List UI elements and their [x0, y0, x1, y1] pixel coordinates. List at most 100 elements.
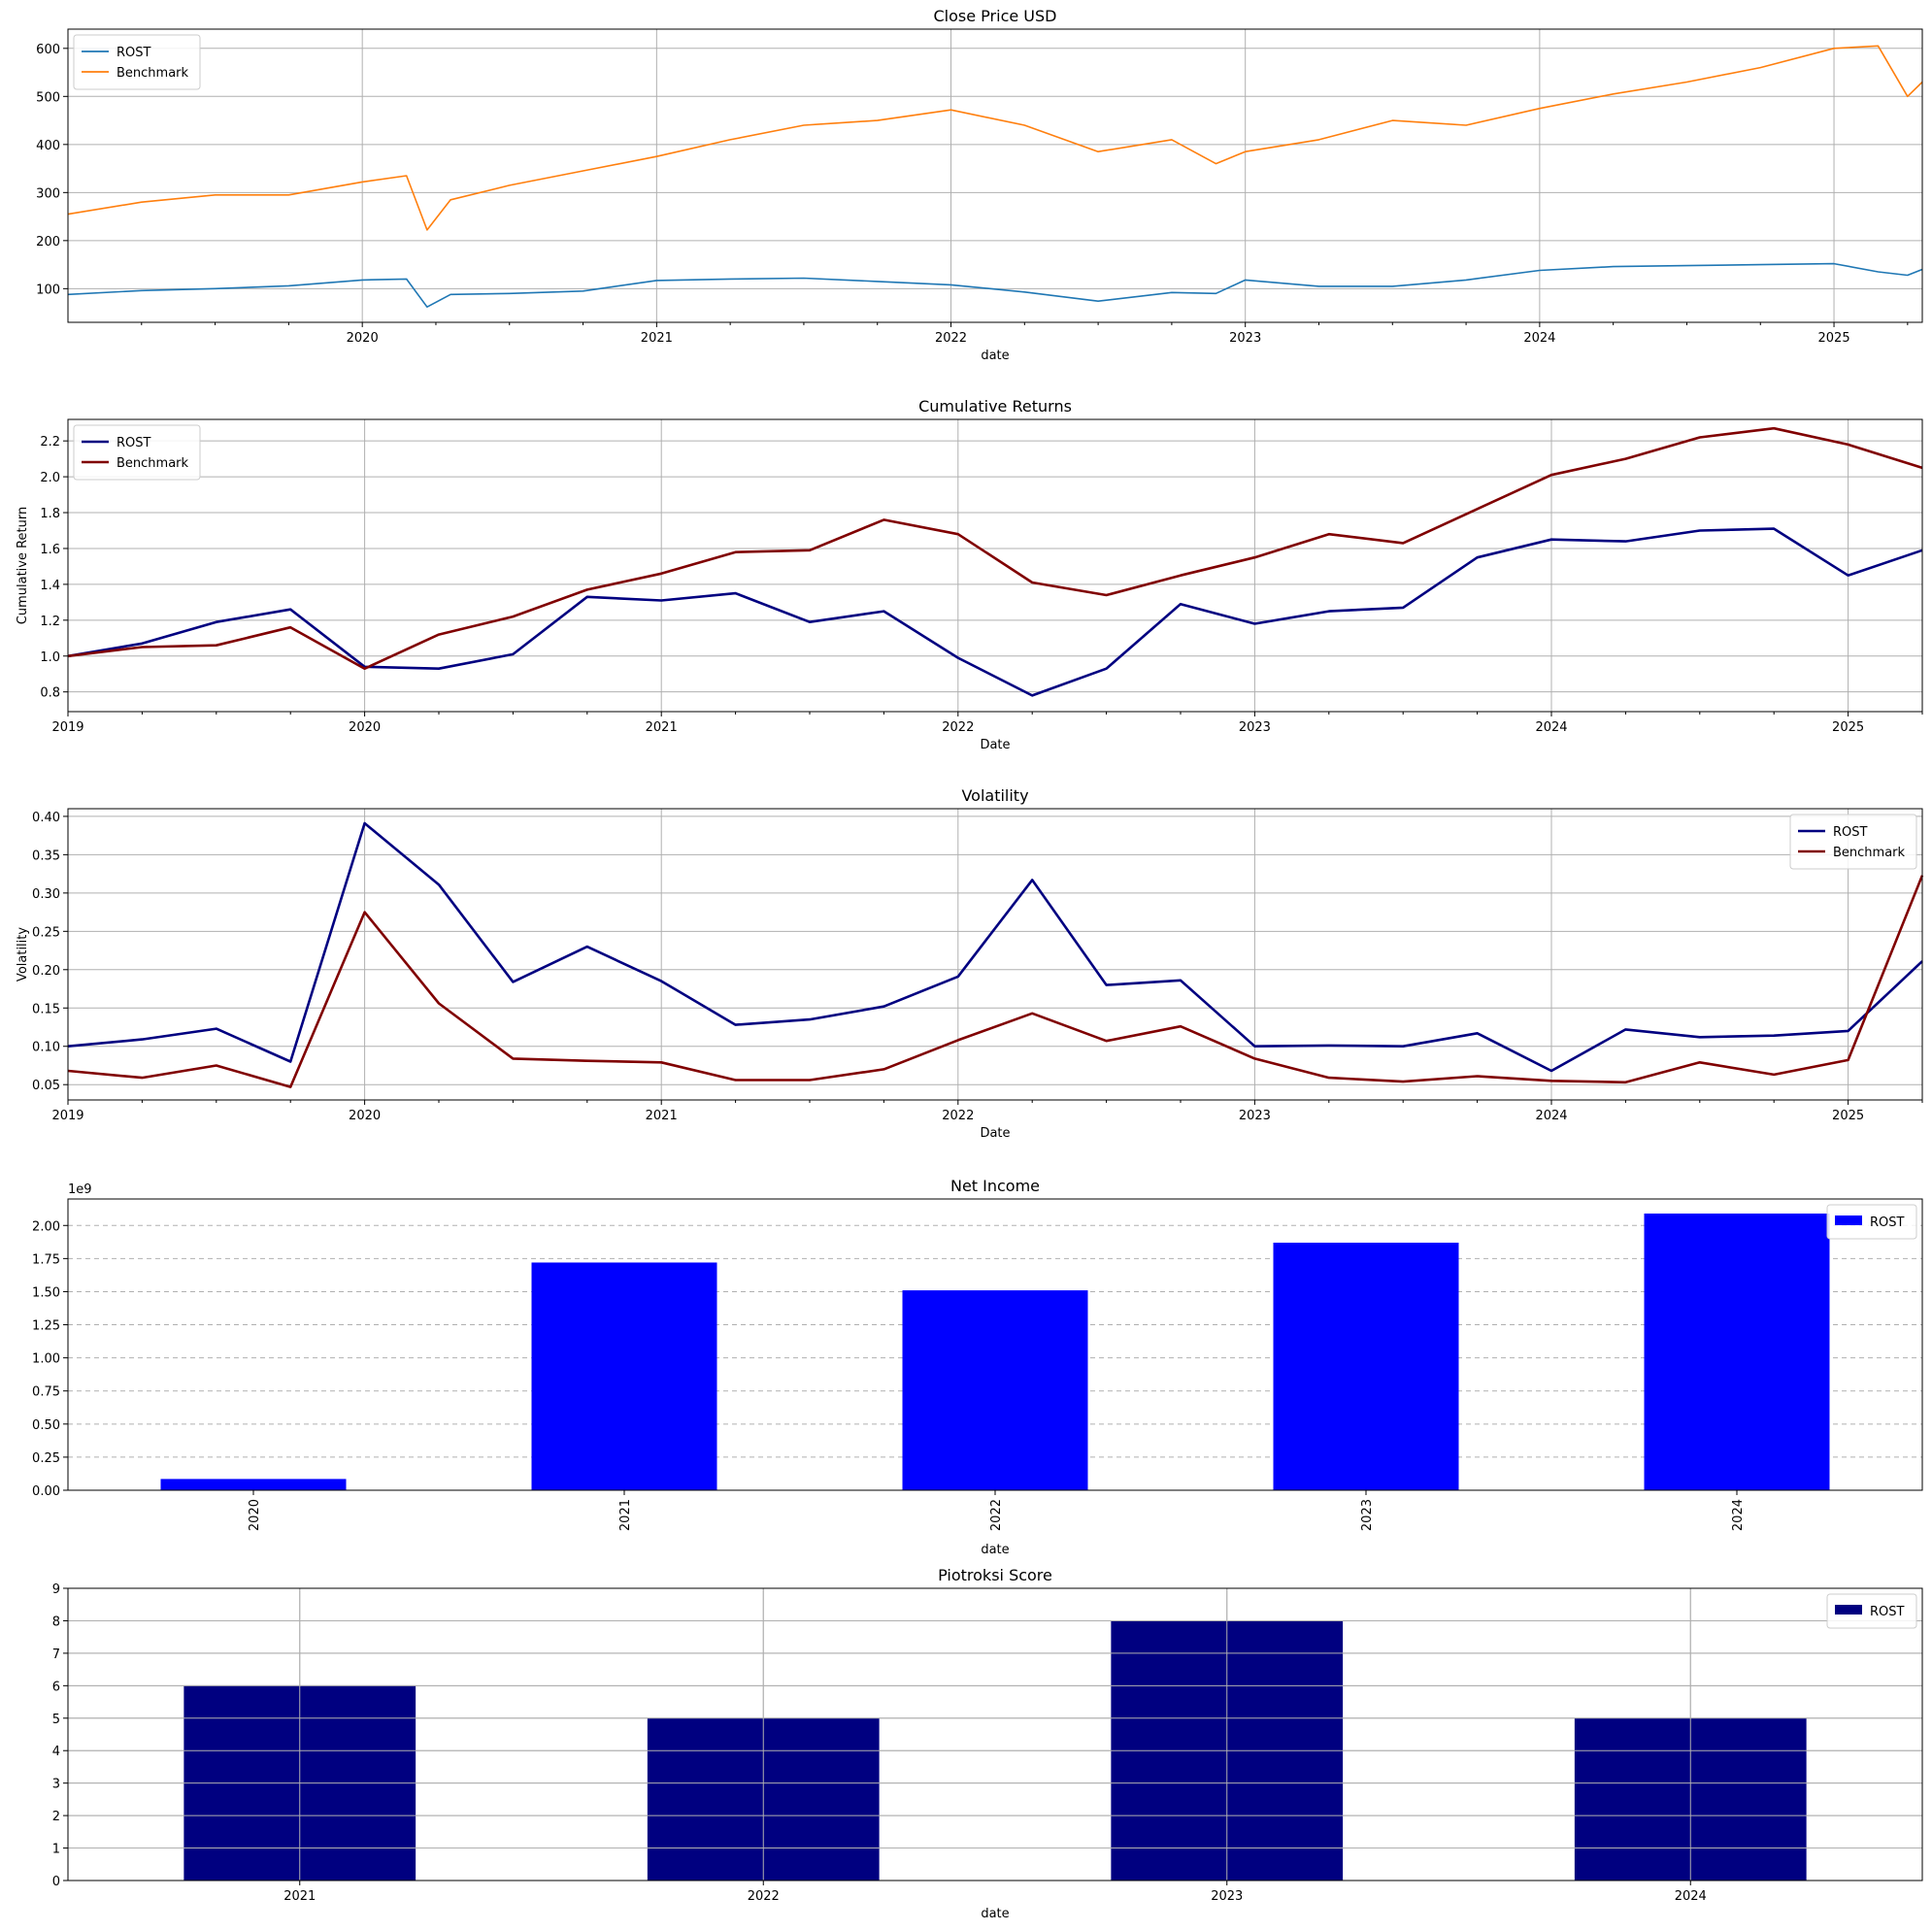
legend-label: ROST — [1870, 1605, 1905, 1619]
y-tick-label: 0.40 — [32, 811, 60, 825]
axes-frame — [67, 1587, 1923, 1881]
y-tick-label: 2 — [52, 1810, 60, 1824]
y-tick-label: 400 — [36, 139, 60, 153]
y-tick-label: 0.30 — [32, 887, 60, 902]
series-line-rost — [67, 262, 1923, 309]
y-tick-label: 0.10 — [32, 1041, 60, 1055]
y-tick-label: 8 — [52, 1615, 60, 1629]
x-tick-label: 2022 — [942, 1109, 974, 1123]
y-axis-label: Volatility — [16, 927, 30, 982]
x-tick-label: 2023 — [1239, 720, 1271, 735]
legend-label: ROST — [117, 46, 151, 60]
y-tick-label: 4 — [52, 1745, 60, 1759]
y-axis-label: Cumulative Return — [16, 507, 30, 624]
x-tick-label: 2020 — [349, 720, 381, 735]
y-tick-label: 1 — [52, 1843, 60, 1857]
y-tick-label: 1.6 — [40, 543, 60, 557]
y-tick-label: 1.8 — [40, 507, 60, 521]
y-tick-label: 5 — [52, 1713, 60, 1727]
y-tick-label: 7 — [52, 1648, 60, 1662]
legend-swatch — [1835, 1605, 1862, 1615]
chart-panel-4: 0.00 0.25 0.50 0.75 1.00 1.25 1.50 1.75 2.00 2020… — [32, 1177, 1923, 1557]
x-tick-label: 2023 — [1239, 1109, 1271, 1123]
legend-label: ROST — [1870, 1215, 1905, 1230]
legend-label: ROST — [1833, 825, 1868, 840]
x-tick-label: 2021 — [618, 1499, 633, 1531]
x-axis-label: Date — [980, 1126, 1010, 1141]
y-tick-label: 1.0 — [40, 650, 60, 665]
x-tick-label: 2022 — [942, 720, 974, 735]
legend-label: ROST — [117, 436, 151, 450]
chart-title: Close Price USD — [934, 7, 1057, 25]
x-tick-label: 2022 — [935, 331, 967, 346]
series-line-benchmark — [67, 426, 1923, 671]
chart-panel-5: 0 1 2 3 4 5 6 7 8 9 2021 2022 2023 2024 Piotroksi Scor… — [52, 1566, 1923, 1921]
legend-box — [1789, 814, 1917, 870]
x-tick-label: 2021 — [646, 720, 678, 735]
chart-panel-3: 0.05 0.10 0.15 0.20 0.25 0.30 0.35 0.40 2019 2020… — [16, 786, 1924, 1141]
legend: ROST — [1826, 1204, 1917, 1240]
y-tick-label: 9 — [52, 1582, 60, 1597]
y-tick-label: 2.00 — [32, 1219, 60, 1234]
y-tick-label: 100 — [36, 283, 60, 297]
y-tick-label: 600 — [36, 43, 60, 57]
x-tick-label: 2022 — [989, 1499, 1004, 1531]
series-line-rost — [67, 527, 1923, 697]
y-tick-label: 1.25 — [32, 1319, 60, 1334]
y-tick-label: 3 — [52, 1778, 60, 1792]
axes-frame — [67, 28, 1923, 323]
x-tick-label: 2023 — [1229, 331, 1261, 346]
x-tick-label: 2019 — [51, 1109, 83, 1123]
chart-title: Net Income — [950, 1177, 1040, 1195]
x-tick-label: 2019 — [51, 720, 83, 735]
y-tick-label: 0.00 — [32, 1484, 60, 1499]
chart-title: Volatility — [961, 786, 1028, 805]
x-axis-label: Date — [980, 738, 1010, 752]
legend-label: Benchmark — [117, 66, 189, 81]
axes-frame — [67, 418, 1923, 713]
legend-label: Benchmark — [117, 456, 189, 471]
y-tick-label: 1.50 — [32, 1285, 60, 1300]
legend-box — [1826, 1204, 1917, 1240]
x-axis-label: date — [981, 349, 1009, 363]
series-line-benchmark — [67, 875, 1924, 1088]
y-tick-label: 1.2 — [40, 615, 60, 629]
x-tick-label: 2025 — [1818, 331, 1850, 346]
y-tick-label: 0.15 — [32, 1002, 60, 1016]
series-line-benchmark — [67, 45, 1923, 231]
bar-2023 — [1273, 1243, 1459, 1490]
axes-frame — [67, 808, 1923, 1101]
legend: ROST — [1826, 1593, 1917, 1629]
y-tick-label: 0.50 — [32, 1418, 60, 1433]
series-line-rost — [67, 821, 1923, 1073]
y-tick-label: 1.4 — [40, 579, 60, 593]
x-tick-label: 2020 — [347, 331, 379, 346]
bar-2020 — [160, 1479, 347, 1490]
x-tick-label: 2024 — [1675, 1889, 1707, 1904]
x-tick-label: 2024 — [1535, 1109, 1567, 1123]
x-tick-label: 2022 — [748, 1889, 780, 1904]
x-axis-label: date — [981, 1543, 1009, 1557]
y-tick-label: 0.20 — [32, 964, 60, 979]
x-tick-label: 2025 — [1832, 1109, 1864, 1123]
y-tick-label: 0.05 — [32, 1079, 60, 1093]
x-tick-label: 2024 — [1523, 331, 1555, 346]
chart-panel-1: 100 200 300 400 500 600 2020 2021 2022 2023 2024 20… — [36, 7, 1923, 363]
chart-title: Cumulative Returns — [918, 397, 1072, 416]
y-tick-label: 0.75 — [32, 1385, 60, 1400]
y-tick-label: 0.35 — [32, 849, 60, 863]
legend-swatch — [1835, 1215, 1862, 1225]
y-tick-label: 500 — [36, 90, 60, 105]
x-tick-label: 2020 — [248, 1499, 262, 1531]
x-tick-label: 2024 — [1535, 720, 1567, 735]
y-offset-label: 1e9 — [68, 1182, 92, 1197]
x-tick-label: 2021 — [283, 1889, 316, 1904]
bar-2022 — [902, 1290, 1088, 1490]
x-tick-label: 2023 — [1360, 1499, 1375, 1531]
bar-2021 — [531, 1262, 717, 1490]
y-tick-label: 0.8 — [40, 686, 60, 701]
x-tick-label: 2020 — [349, 1109, 381, 1123]
y-tick-label: 1.75 — [32, 1252, 60, 1267]
legend-box — [73, 34, 201, 90]
